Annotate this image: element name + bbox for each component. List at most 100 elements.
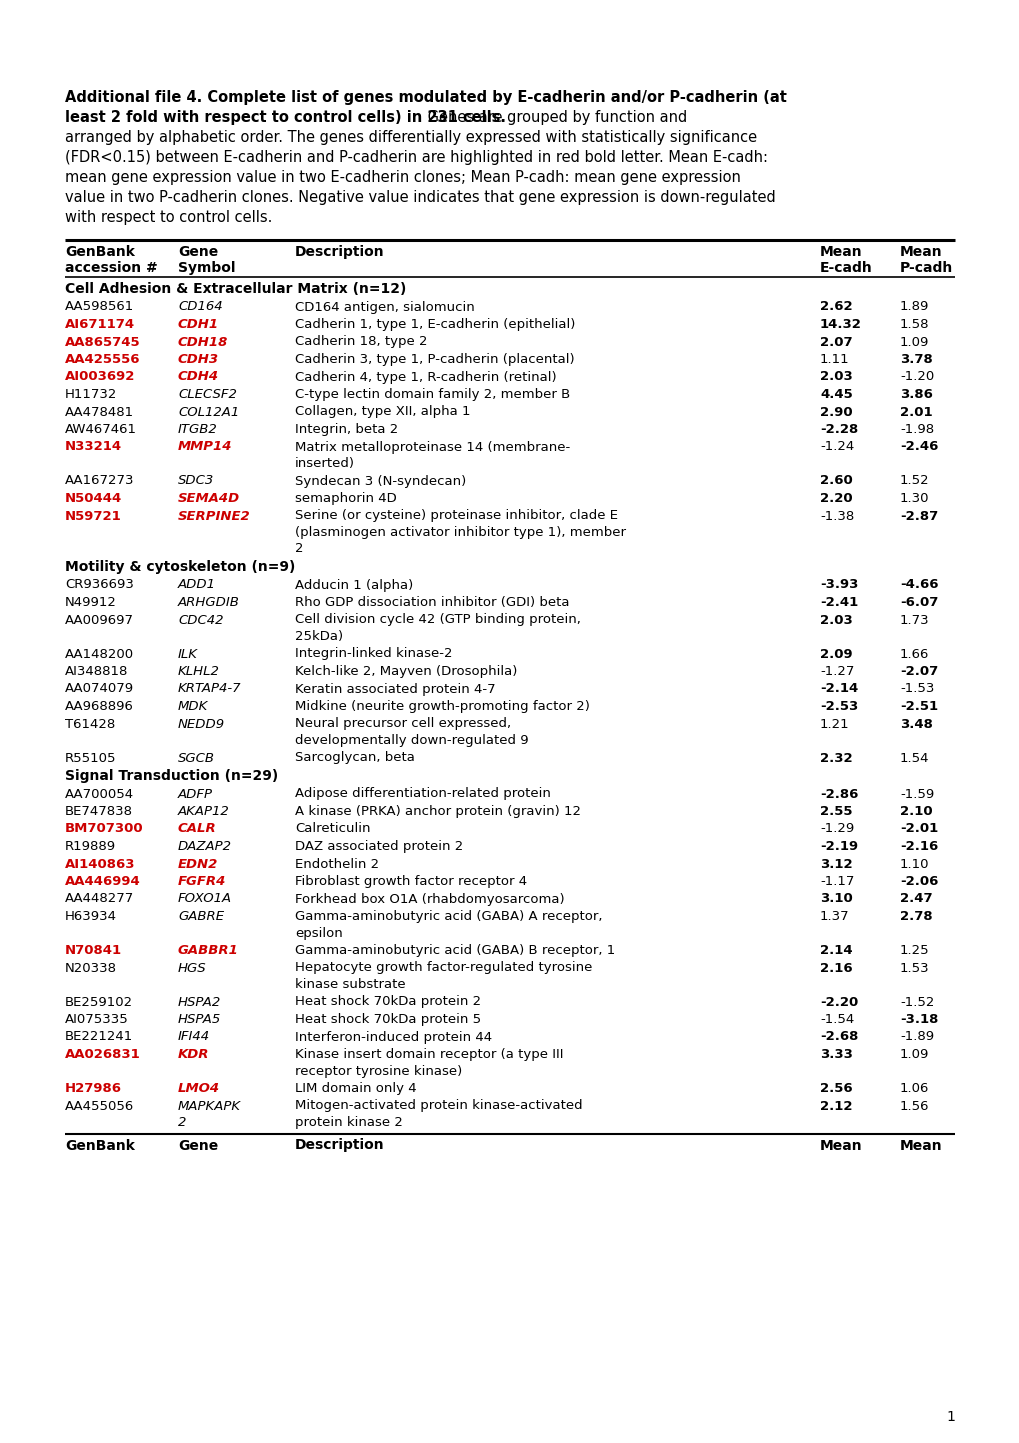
Text: 2.12: 2.12 <box>819 1100 852 1113</box>
Text: AA455056: AA455056 <box>65 1100 135 1113</box>
Text: -2.51: -2.51 <box>899 700 937 713</box>
Text: AA148200: AA148200 <box>65 648 133 661</box>
Text: MMP14: MMP14 <box>178 440 232 453</box>
Text: 1.66: 1.66 <box>899 648 928 661</box>
Text: 2: 2 <box>294 543 304 556</box>
Text: KLHL2: KLHL2 <box>178 665 220 678</box>
Text: GenBank: GenBank <box>65 245 135 258</box>
Text: -1.59: -1.59 <box>899 788 933 801</box>
Text: Gene: Gene <box>178 1139 218 1153</box>
Text: GABBR1: GABBR1 <box>178 944 238 957</box>
Text: 1.25: 1.25 <box>899 944 928 957</box>
Text: AI348818: AI348818 <box>65 665 128 678</box>
Text: 2.90: 2.90 <box>819 405 852 418</box>
Text: Interferon-induced protein 44: Interferon-induced protein 44 <box>294 1030 491 1043</box>
Text: 2.56: 2.56 <box>819 1082 852 1095</box>
Text: 14.32: 14.32 <box>819 317 861 330</box>
Text: 1.58: 1.58 <box>899 317 928 330</box>
Text: -4.66: -4.66 <box>899 579 937 592</box>
Text: -1.27: -1.27 <box>819 665 854 678</box>
Text: Kinase insert domain receptor (a type III: Kinase insert domain receptor (a type II… <box>294 1048 562 1061</box>
Text: Mean: Mean <box>899 245 942 258</box>
Text: 2: 2 <box>178 1115 186 1128</box>
Text: Mitogen-activated protein kinase-activated: Mitogen-activated protein kinase-activat… <box>294 1100 582 1113</box>
Text: 1.06: 1.06 <box>899 1082 928 1095</box>
Text: N50444: N50444 <box>65 492 122 505</box>
Text: 1.52: 1.52 <box>899 475 928 488</box>
Text: 2.03: 2.03 <box>819 371 852 384</box>
Text: -2.06: -2.06 <box>899 874 937 887</box>
Text: 4.45: 4.45 <box>819 388 852 401</box>
Text: Cadherin 4, type 1, R-cadherin (retinal): Cadherin 4, type 1, R-cadherin (retinal) <box>294 371 556 384</box>
Text: 1.53: 1.53 <box>899 961 928 974</box>
Text: CDH1: CDH1 <box>178 317 219 330</box>
Text: CDH4: CDH4 <box>178 371 219 384</box>
Text: LMO4: LMO4 <box>178 1082 220 1095</box>
Text: 3.10: 3.10 <box>819 893 852 906</box>
Text: Mean: Mean <box>899 1139 942 1153</box>
Text: ADD1: ADD1 <box>178 579 216 592</box>
Text: -3.93: -3.93 <box>819 579 858 592</box>
Text: AA598561: AA598561 <box>65 300 135 313</box>
Text: 3.78: 3.78 <box>899 354 931 367</box>
Text: C-type lectin domain family 2, member B: C-type lectin domain family 2, member B <box>294 388 570 401</box>
Text: Neural precursor cell expressed,: Neural precursor cell expressed, <box>294 717 511 730</box>
Text: -1.24: -1.24 <box>819 440 854 453</box>
Text: -2.46: -2.46 <box>899 440 937 453</box>
Text: HGS: HGS <box>178 961 207 974</box>
Text: 1: 1 <box>946 1410 954 1424</box>
Text: value in two P-cadherin clones. Negative value indicates that gene expression is: value in two P-cadherin clones. Negative… <box>65 190 775 205</box>
Text: 1.30: 1.30 <box>899 492 928 505</box>
Text: BM707300: BM707300 <box>65 823 144 835</box>
Text: 2.16: 2.16 <box>819 961 852 974</box>
Text: SEMA4D: SEMA4D <box>178 492 239 505</box>
Text: HSPA2: HSPA2 <box>178 996 221 1009</box>
Text: CR936693: CR936693 <box>65 579 133 592</box>
Text: developmentally down-regulated 9: developmentally down-regulated 9 <box>294 734 528 747</box>
Text: R19889: R19889 <box>65 840 116 853</box>
Text: -2.41: -2.41 <box>819 596 857 609</box>
Text: Fibroblast growth factor receptor 4: Fibroblast growth factor receptor 4 <box>294 874 527 887</box>
Text: KRTAP4-7: KRTAP4-7 <box>178 683 242 696</box>
Text: AA448277: AA448277 <box>65 893 135 906</box>
Text: AA865745: AA865745 <box>65 336 141 349</box>
Text: GenBank: GenBank <box>65 1139 135 1153</box>
Text: AKAP12: AKAP12 <box>178 805 229 818</box>
Text: -1.29: -1.29 <box>819 823 854 835</box>
Text: 2.09: 2.09 <box>819 648 852 661</box>
Text: Sarcoglycan, beta: Sarcoglycan, beta <box>294 752 415 765</box>
Text: 1.09: 1.09 <box>899 336 928 349</box>
Text: SERPINE2: SERPINE2 <box>178 509 251 522</box>
Text: Description: Description <box>294 245 384 258</box>
Text: with respect to control cells.: with respect to control cells. <box>65 211 272 225</box>
Text: Heat shock 70kDa protein 5: Heat shock 70kDa protein 5 <box>294 1013 481 1026</box>
Text: Integrin-linked kinase-2: Integrin-linked kinase-2 <box>294 648 452 661</box>
Text: 1.37: 1.37 <box>819 911 849 924</box>
Text: Description: Description <box>294 1139 384 1153</box>
Text: DAZAP2: DAZAP2 <box>178 840 231 853</box>
Text: Cadherin 18, type 2: Cadherin 18, type 2 <box>294 336 427 349</box>
Text: AA968896: AA968896 <box>65 700 133 713</box>
Text: 2.10: 2.10 <box>899 805 931 818</box>
Text: P-cadh: P-cadh <box>899 261 953 276</box>
Text: Symbol: Symbol <box>178 261 235 276</box>
Text: Kelch-like 2, Mayven (Drosophila): Kelch-like 2, Mayven (Drosophila) <box>294 665 517 678</box>
Text: 3.48: 3.48 <box>899 717 932 730</box>
Text: -1.89: -1.89 <box>899 1030 933 1043</box>
Text: -2.68: -2.68 <box>819 1030 858 1043</box>
Text: Calreticulin: Calreticulin <box>294 823 370 835</box>
Text: -2.20: -2.20 <box>819 996 857 1009</box>
Text: Motility & cytoskeleton (n=9): Motility & cytoskeleton (n=9) <box>65 560 296 574</box>
Text: SGCB: SGCB <box>178 752 215 765</box>
Text: Serine (or cysteine) proteinase inhibitor, clade E: Serine (or cysteine) proteinase inhibito… <box>294 509 618 522</box>
Text: -3.18: -3.18 <box>899 1013 937 1026</box>
Text: HSPA5: HSPA5 <box>178 1013 221 1026</box>
Text: Hepatocyte growth factor-regulated tyrosine: Hepatocyte growth factor-regulated tyros… <box>294 961 592 974</box>
Text: 1.10: 1.10 <box>899 857 928 870</box>
Text: Integrin, beta 2: Integrin, beta 2 <box>294 423 397 436</box>
Text: Gamma-aminobutyric acid (GABA) A receptor,: Gamma-aminobutyric acid (GABA) A recepto… <box>294 911 602 924</box>
Text: Genes are grouped by function and: Genes are grouped by function and <box>423 110 687 126</box>
Text: ITGB2: ITGB2 <box>178 423 217 436</box>
Text: AA167273: AA167273 <box>65 475 135 488</box>
Text: BE221241: BE221241 <box>65 1030 133 1043</box>
